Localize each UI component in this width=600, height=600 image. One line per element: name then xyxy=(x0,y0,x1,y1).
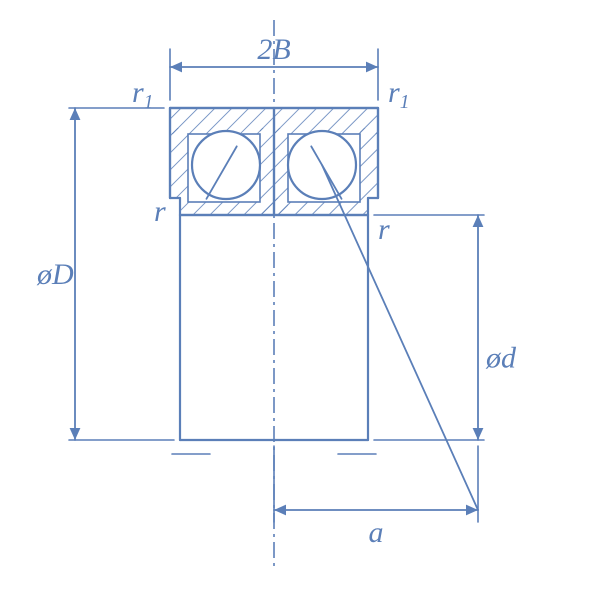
svg-text:r: r xyxy=(378,213,390,246)
svg-text:r1: r1 xyxy=(388,76,409,113)
svg-text:a: a xyxy=(369,516,384,549)
bearing-cross-section-diagram: 2Br1r1rrøDøda xyxy=(0,0,600,600)
svg-text:r: r xyxy=(154,195,166,228)
svg-text:ød: ød xyxy=(485,342,517,375)
svg-text:øD: øD xyxy=(36,258,74,291)
svg-text:2B: 2B xyxy=(257,33,290,66)
